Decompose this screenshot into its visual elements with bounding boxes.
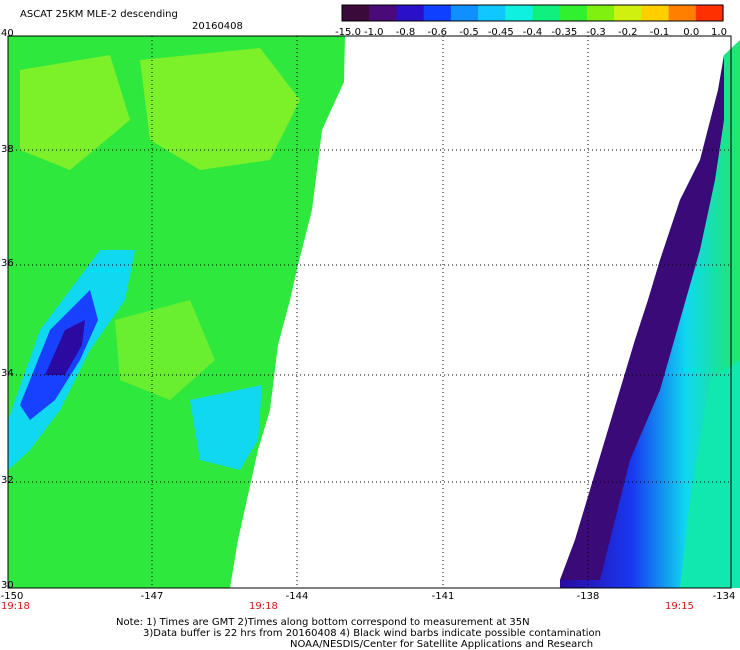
colorbar-cell — [668, 5, 697, 21]
colorbar-label: 0.0 — [683, 27, 700, 38]
colorbar-label: -0.4 — [522, 27, 543, 38]
colorbar-label: -0.6 — [427, 27, 448, 38]
colorbar-cell — [396, 5, 425, 21]
colorbar-cell — [342, 5, 370, 21]
colorbar-label: -0.2 — [617, 27, 638, 38]
left-swath-light — [20, 55, 130, 170]
lat-label: 36 — [1, 258, 14, 269]
lon-label: -134 — [712, 591, 736, 602]
right-swath-green — [680, 360, 740, 588]
lat-label: 32 — [1, 475, 14, 486]
colorbar-label: -0.5 — [459, 27, 479, 38]
lon-label: -141 — [431, 591, 455, 602]
product-title: ASCAT 25KM MLE-2 descending — [20, 9, 178, 20]
credit-line: NOAA/NESDIS/Center for Satellite Applica… — [290, 639, 594, 650]
colorbar-cell — [641, 5, 670, 21]
colorbar-cell — [423, 5, 452, 21]
colorbar-label: -1.0 — [363, 27, 384, 38]
note-line: 3)Data buffer is 22 hrs from 20160408 4)… — [143, 628, 601, 639]
lon-label: -147 — [140, 591, 164, 602]
product-date: 20160408 — [192, 21, 243, 32]
lat-label: 38 — [1, 144, 14, 155]
lat-label: 40 — [1, 28, 14, 39]
colorbar-cell — [478, 5, 506, 21]
colorbar-cell — [505, 5, 534, 21]
lat-label: 30 — [1, 580, 14, 591]
colorbar-cells — [342, 5, 724, 21]
lon-label: -144 — [285, 591, 309, 602]
colorbar-label: -0.35 — [551, 27, 578, 38]
swath-time: 19:18 — [1, 601, 30, 612]
colorbar-cell — [695, 5, 724, 21]
left-swath-cyan — [190, 385, 262, 470]
colorbar-label: 1.0 — [711, 27, 727, 38]
colorbar-cell — [369, 5, 398, 21]
colorbar-cell — [586, 5, 615, 21]
colorbar-label: -0.3 — [586, 27, 606, 38]
note-line: Note: 1) Times are GMT 2)Times along bot… — [116, 617, 530, 628]
colorbar-cell — [614, 5, 642, 21]
left-swath-core — [45, 320, 85, 375]
swath-time: 19:15 — [665, 601, 694, 612]
grid-lines — [8, 36, 731, 588]
colorbar-label: -0.1 — [649, 27, 670, 38]
colorbar-cell — [450, 5, 479, 21]
colorbar-label: -0.45 — [487, 27, 514, 38]
colorbar-label: -0.8 — [395, 27, 416, 38]
colorbar-label: -15.0 — [335, 27, 361, 38]
lon-label: -150 — [0, 591, 24, 602]
swath-time: 19:18 — [249, 601, 278, 612]
left-swath-light — [140, 48, 300, 170]
lon-label: -138 — [576, 591, 600, 602]
colorbar-cell — [532, 5, 561, 21]
lat-label: 34 — [1, 368, 14, 379]
colorbar-cell — [559, 5, 588, 21]
